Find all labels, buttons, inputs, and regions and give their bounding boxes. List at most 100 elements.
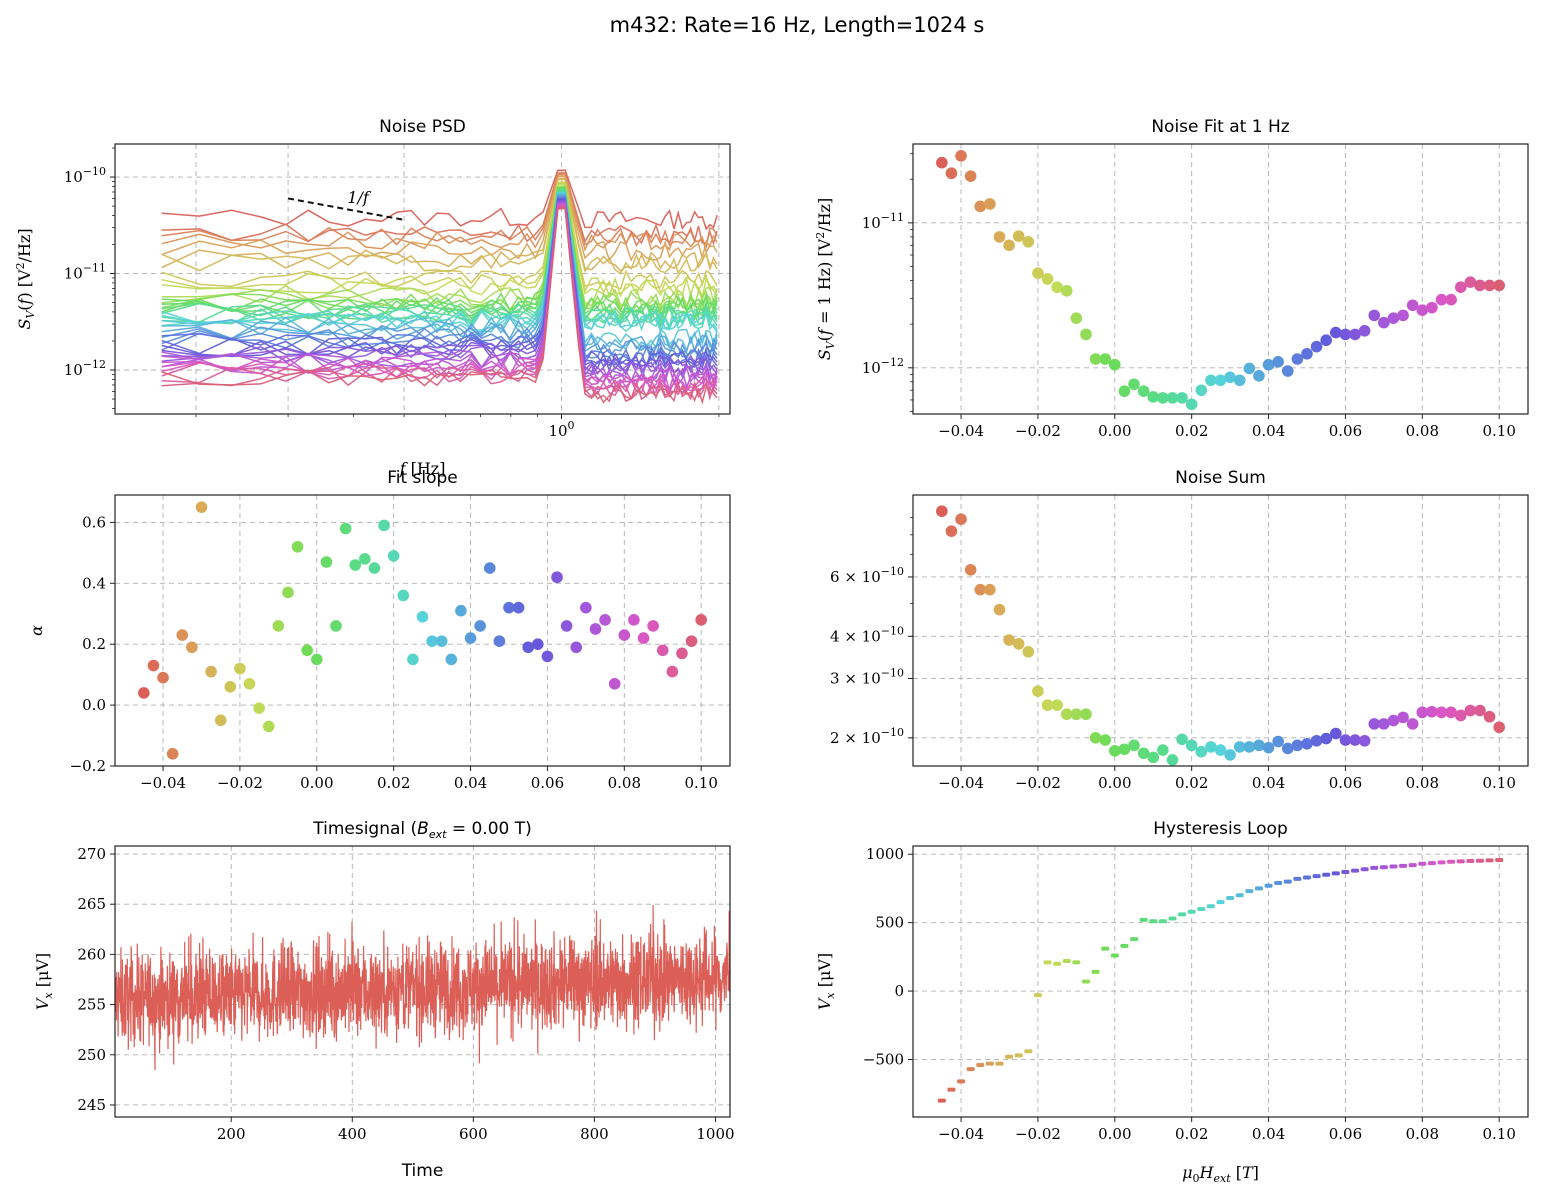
- y-tick-label: 1000: [866, 845, 904, 863]
- label-part: [Hz]: [405, 459, 445, 478]
- hysteresis-marker: [1226, 896, 1235, 901]
- x-tick-label: 0.10: [684, 774, 717, 792]
- label-part: (: [15, 304, 34, 310]
- fit1hz-point: [1349, 328, 1361, 341]
- psd-series-line: [161, 195, 718, 359]
- slope-point: [176, 629, 189, 641]
- fit1hz-point: [1272, 355, 1284, 368]
- hysteresis-marker: [1341, 870, 1350, 875]
- one-over-f-label: 1/f: [347, 188, 372, 207]
- hysteresis-marker: [1024, 1049, 1033, 1054]
- hysteresis-marker: [1485, 858, 1494, 863]
- noisesum-point: [1397, 711, 1409, 724]
- noisesum-point: [1253, 739, 1265, 752]
- noisesum-point: [1435, 706, 1448, 719]
- slope-point: [685, 635, 698, 647]
- slope-point: [310, 653, 323, 666]
- x-tick-label: 0.06: [1329, 1125, 1362, 1143]
- slope-point: [532, 638, 544, 651]
- slope-point: [512, 601, 525, 614]
- label-part: f: [815, 326, 834, 336]
- y-tick-label-exponent: −10: [881, 565, 904, 578]
- fit1hz-point: [974, 200, 987, 213]
- noisesum-point: [993, 603, 1006, 616]
- timesignal-title: Timesignal (Bext = 0.00 T): [312, 819, 532, 841]
- x-tick-label: −0.02: [1015, 1125, 1061, 1143]
- fit1hz-point: [1310, 340, 1323, 353]
- slope-points: [138, 501, 707, 760]
- psd-series-line: [161, 178, 718, 275]
- fit1hz-point: [1262, 358, 1275, 371]
- slope-point: [426, 635, 438, 647]
- noisesum-point: [1416, 706, 1429, 719]
- y-tick-label: 2 × 10−10: [830, 726, 904, 747]
- label-part: [μV]: [815, 953, 834, 993]
- fit1hz-point: [955, 150, 967, 162]
- hysteresis-marker: [1149, 919, 1158, 924]
- slope-point: [435, 635, 448, 647]
- fit1hz-point: [984, 198, 996, 210]
- slope-title: Fit slope: [387, 468, 458, 488]
- psd-series-line: [161, 172, 718, 246]
- noisesum-point: [1214, 744, 1227, 756]
- label-part: /Hz]: [815, 198, 834, 232]
- psd-series-line: [161, 207, 718, 405]
- hysteresis-marker: [1351, 868, 1360, 873]
- hysteresis-marker: [1264, 883, 1273, 888]
- hysteresis-marker: [1331, 871, 1340, 876]
- fit1hz-point: [1368, 309, 1381, 322]
- slope-point: [407, 653, 419, 666]
- hysteresis-marker: [1389, 864, 1398, 869]
- hysteresis-marker: [1235, 893, 1244, 898]
- hysteresis-marker: [1158, 919, 1167, 924]
- noisesum-point: [1041, 699, 1054, 711]
- noisesum-point: [1166, 754, 1179, 766]
- fit1hz-point: [1099, 353, 1111, 365]
- slope-point: [695, 614, 707, 626]
- label-part: 0: [1193, 1172, 1200, 1185]
- hysteresis-marker: [1274, 880, 1283, 885]
- y-tick-label: 0.4: [82, 574, 106, 592]
- hysteresis-marker: [1043, 960, 1052, 965]
- noisesum-point: [1378, 718, 1390, 730]
- fit1hz-point: [1243, 362, 1256, 375]
- noisesum-point: [1089, 732, 1102, 744]
- one-over-f-guide: [287, 197, 405, 221]
- hysteresis-title: Hysteresis Loop: [1153, 819, 1288, 839]
- noisesum-point: [1368, 718, 1381, 730]
- fit1hz-point: [1378, 316, 1390, 329]
- label-part: Time: [401, 1161, 444, 1181]
- hysteresis-marker: [1053, 961, 1062, 966]
- y-tick-label-exponent: −10: [881, 624, 904, 637]
- slope-point: [272, 620, 285, 632]
- x-tick-label: 200: [217, 1125, 246, 1143]
- x-tick-label: 600: [459, 1125, 488, 1143]
- hysteresis-marker: [1245, 889, 1254, 894]
- slope-point: [589, 623, 602, 635]
- y-tick-label-base: 4 × 10: [830, 627, 881, 645]
- y-tick-label: 500: [875, 914, 904, 932]
- noisesum-point: [1493, 721, 1505, 734]
- y-tick-label-exponent: −10: [881, 666, 904, 679]
- hysteresis-marker: [966, 1067, 975, 1072]
- hysteresis-marker: [1197, 906, 1206, 911]
- slope-point: [445, 653, 458, 666]
- hysteresis-marker: [1139, 917, 1148, 922]
- slope-point: [147, 659, 160, 672]
- x-tick-label: 0.10: [1482, 1125, 1515, 1143]
- label-part: (: [815, 335, 834, 341]
- noisesum-point: [1281, 742, 1294, 755]
- hysteresis-marker: [1130, 937, 1139, 942]
- hysteresis-marker: [1014, 1053, 1023, 1058]
- slope-point: [503, 601, 515, 614]
- label-part: V: [824, 340, 837, 349]
- slope-point: [262, 720, 275, 733]
- y-tick-label: 3 × 10−10: [830, 666, 904, 687]
- y-tick-label: 0.2: [82, 635, 106, 653]
- slope-point: [647, 620, 659, 632]
- noisesum-point: [1012, 638, 1025, 650]
- x-tick-label: −0.04: [938, 422, 984, 440]
- fit1hz-point: [1166, 392, 1179, 404]
- x-tick-label: 0.02: [1175, 1125, 1208, 1143]
- hysteresis-marker: [1091, 969, 1100, 974]
